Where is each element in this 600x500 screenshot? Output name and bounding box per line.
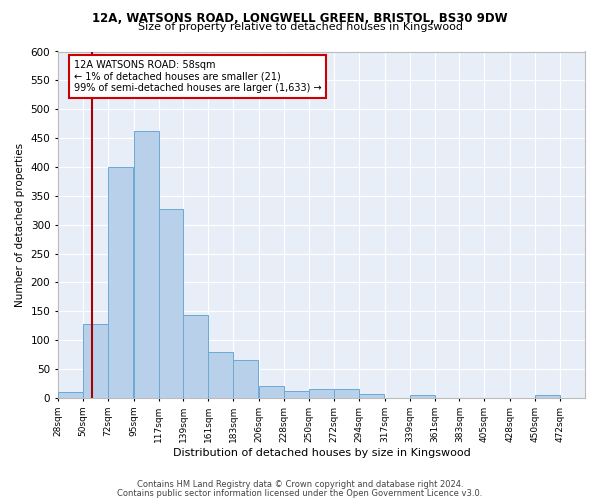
Bar — [108, 167, 133, 398]
Y-axis label: Number of detached properties: Number of detached properties — [15, 142, 25, 307]
Bar — [83, 324, 108, 398]
Bar — [309, 390, 334, 398]
Bar — [158, 208, 184, 398]
Bar — [359, 394, 383, 398]
Bar — [284, 391, 309, 398]
X-axis label: Distribution of detached houses by size in Kingswood: Distribution of detached houses by size … — [173, 448, 470, 458]
Bar — [184, 316, 208, 398]
Bar — [535, 395, 560, 398]
Bar — [259, 386, 284, 398]
Bar — [208, 352, 233, 398]
Text: 12A, WATSONS ROAD, LONGWELL GREEN, BRISTOL, BS30 9DW: 12A, WATSONS ROAD, LONGWELL GREEN, BRIST… — [92, 12, 508, 26]
Text: Contains public sector information licensed under the Open Government Licence v3: Contains public sector information licen… — [118, 488, 482, 498]
Text: Size of property relative to detached houses in Kingswood: Size of property relative to detached ho… — [137, 22, 463, 32]
Text: Contains HM Land Registry data © Crown copyright and database right 2024.: Contains HM Land Registry data © Crown c… — [137, 480, 463, 489]
Bar — [58, 392, 83, 398]
Bar — [410, 395, 434, 398]
Bar — [134, 130, 158, 398]
Bar — [334, 390, 359, 398]
Text: 12A WATSONS ROAD: 58sqm
← 1% of detached houses are smaller (21)
99% of semi-det: 12A WATSONS ROAD: 58sqm ← 1% of detached… — [74, 60, 322, 94]
Bar — [233, 360, 258, 398]
